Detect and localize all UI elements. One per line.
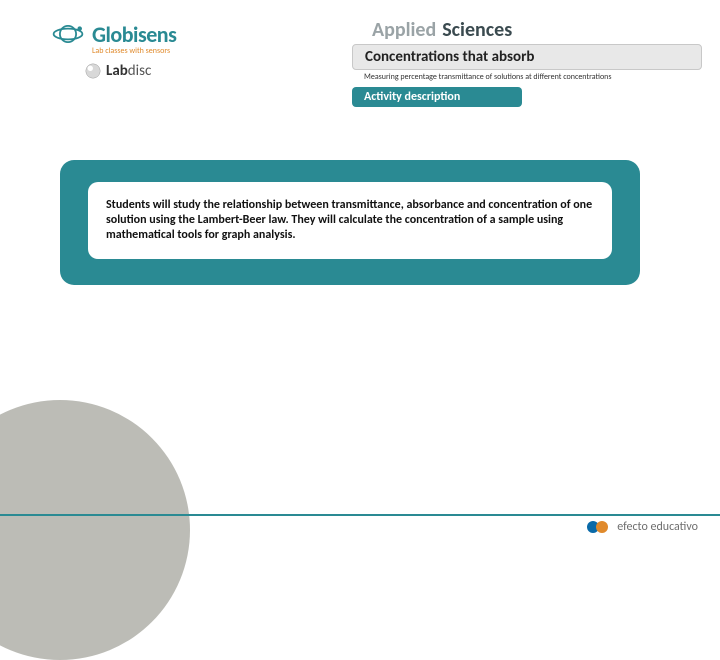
body-text: Students will study the relationship bet… xyxy=(88,182,612,259)
category-word-1: Applied xyxy=(372,18,436,42)
header-right: Applied Sciences Concentrations that abs… xyxy=(352,18,702,107)
sub-brand: Labdisc xyxy=(106,62,151,80)
sub-brand-prefix: Lab xyxy=(106,62,128,80)
body-panel: Students will study the relationship bet… xyxy=(60,160,640,285)
sub-brand-suffix: disc xyxy=(128,62,152,80)
footer-brand-text: efecto educativo xyxy=(617,520,698,534)
page-category: Applied Sciences xyxy=(352,18,702,42)
globisens-row: Globisens xyxy=(50,20,176,48)
footer-divider xyxy=(0,514,720,516)
section-label: Activity description xyxy=(352,87,522,107)
brand-name: Globisens xyxy=(92,21,176,48)
page-title: Concentrations that absorb xyxy=(352,44,702,70)
category-word-2: Sciences xyxy=(442,18,512,42)
orb-icon xyxy=(84,62,102,80)
labdisc-row: Labdisc xyxy=(84,62,176,80)
logo-globisens: Globisens Lab classes with sensors Labdi… xyxy=(50,20,176,80)
decorative-circle xyxy=(0,400,190,660)
brand-tagline: Lab classes with sensors xyxy=(92,46,176,56)
globe-icon xyxy=(50,20,86,48)
page-subtitle: Measuring percentage transmittance of so… xyxy=(352,70,702,86)
footer-logo-icon xyxy=(587,518,611,536)
header-area: Globisens Lab classes with sensors Labdi… xyxy=(0,0,720,120)
footer-brand: efecto educativo xyxy=(587,518,698,536)
